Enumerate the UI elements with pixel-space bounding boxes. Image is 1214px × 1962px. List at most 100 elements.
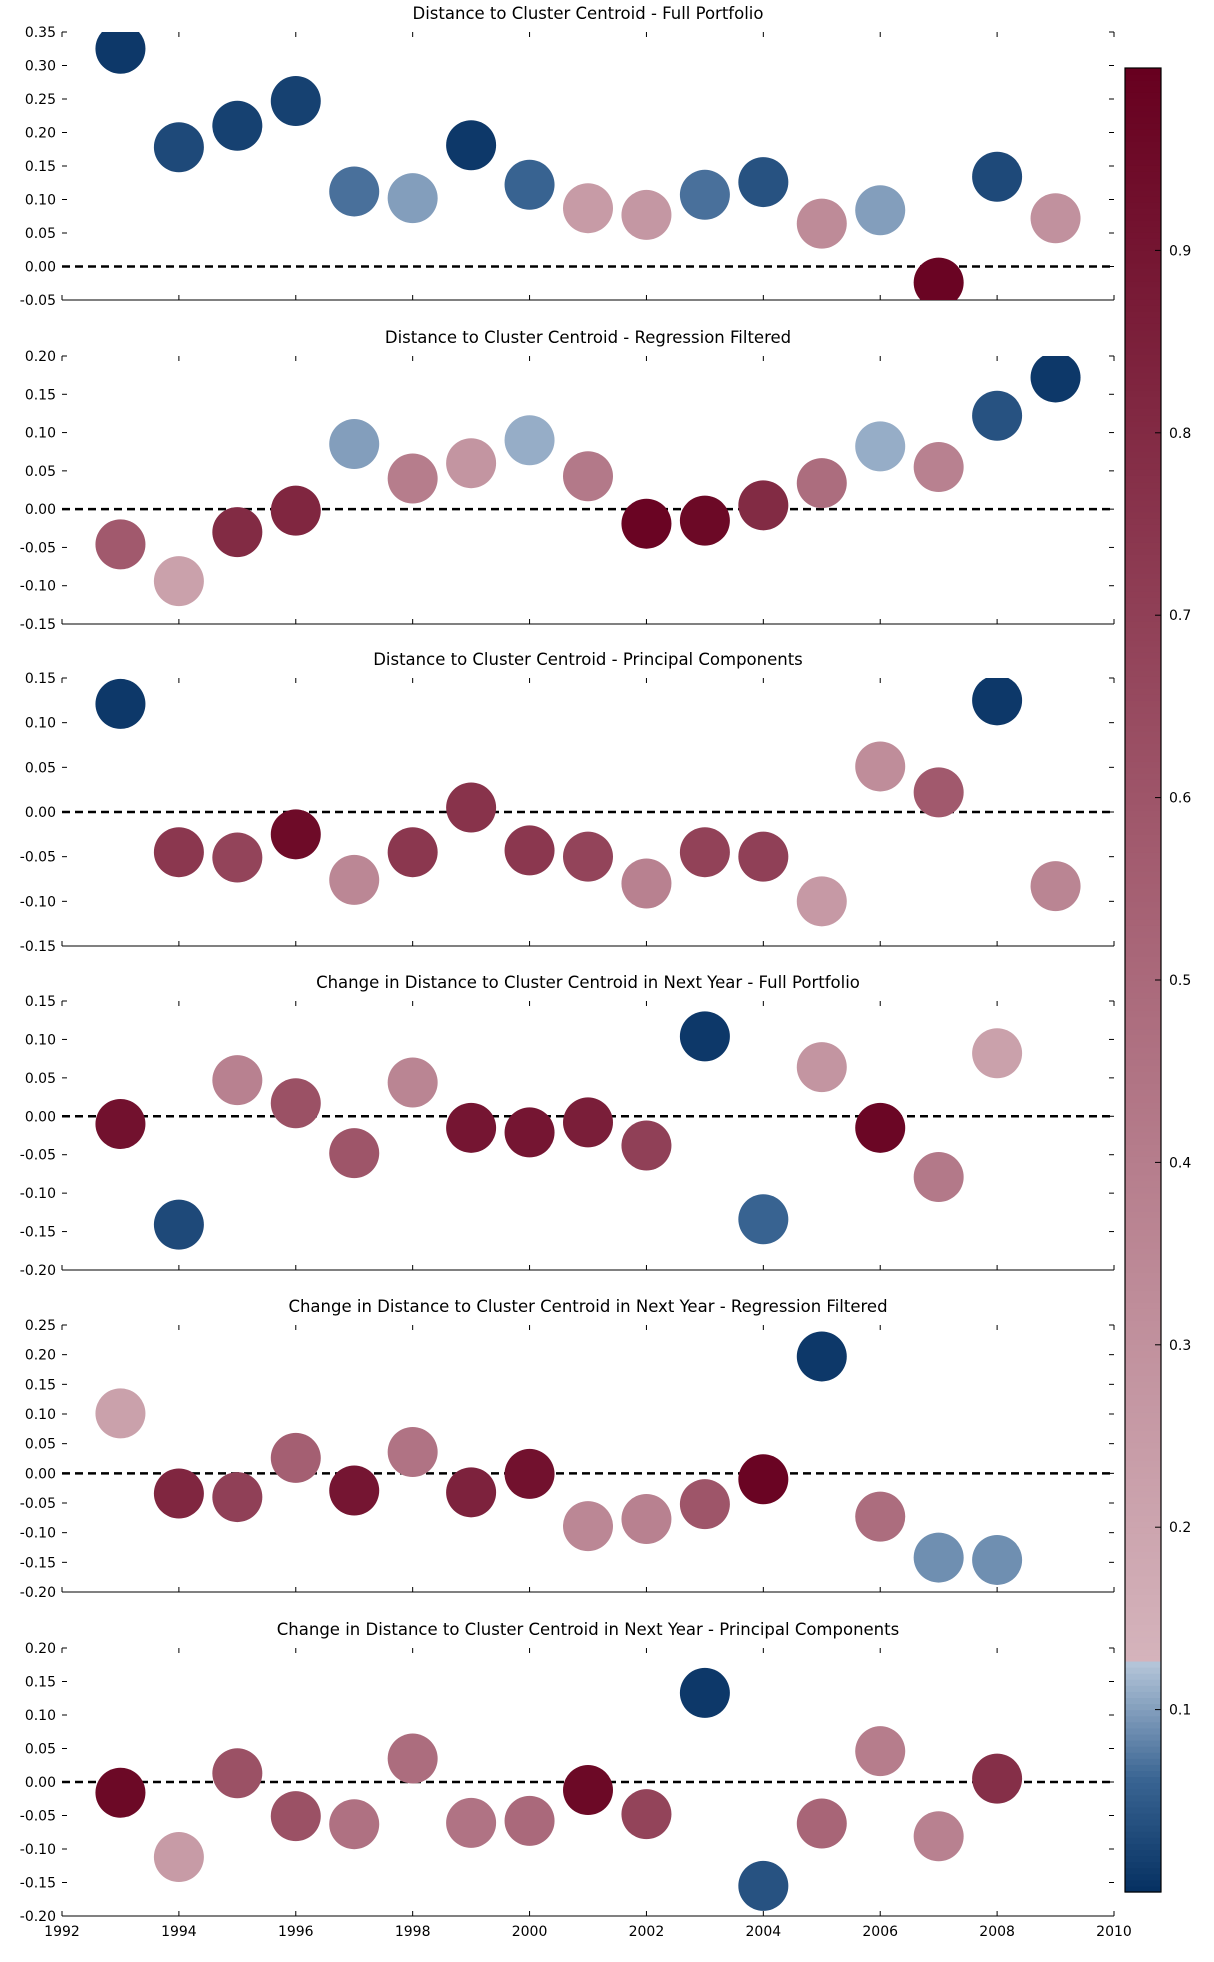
data-point (738, 480, 789, 531)
colorbar-tick-label: 0.4 (1169, 1155, 1191, 1171)
data-point (738, 1194, 789, 1245)
y-tick-label: 0.00 (25, 1109, 56, 1125)
colorbar-segment (1125, 742, 1161, 750)
colorbar-segment (1125, 1575, 1161, 1583)
colorbar: 0.9 0.8 0.7 0.6 0.5 0.4 0.3 0.2 0.1 (1124, 67, 1191, 1893)
colorbar-segment (1125, 1174, 1161, 1182)
data-points (95, 678, 1081, 927)
colorbar-segment (1125, 1746, 1161, 1753)
colorbar-segment (1125, 937, 1161, 945)
colorbar-segment (1125, 803, 1161, 811)
colorbar-segment (1125, 973, 1161, 981)
colorbar-segment (1125, 183, 1161, 191)
y-tick-label: -0.15 (20, 1876, 56, 1892)
colorbar-segment (1125, 1588, 1161, 1595)
colorbar-segment (1125, 1192, 1161, 1200)
data-point (1030, 356, 1081, 403)
colorbar-segment (1125, 1442, 1161, 1449)
data-point (153, 827, 204, 878)
colorbar-tick-label: 0.6 (1169, 791, 1191, 807)
data-point (387, 173, 438, 224)
colorbar-segment (1125, 730, 1161, 738)
data-point (329, 854, 380, 905)
colorbar-segment (1125, 1490, 1161, 1498)
colorbar-segment (1125, 299, 1161, 306)
colorbar-segment (1125, 1022, 1161, 1030)
colorbar-segment (1125, 1089, 1161, 1097)
colorbar-segment (1125, 554, 1161, 562)
colorbar-segment (1125, 341, 1161, 349)
data-point (153, 1468, 204, 1519)
colorbar-segment (1125, 894, 1161, 902)
y-tick-label: 0.15 (25, 1675, 56, 1691)
colorbar-segment (1125, 639, 1161, 647)
x-tick-label: 1996 (278, 1924, 314, 1940)
data-point (679, 1667, 730, 1718)
colorbar-segment (1125, 390, 1161, 397)
y-tick-label: -0.10 (20, 1842, 56, 1858)
colorbar-segment (1125, 280, 1161, 288)
colorbar-segment (1125, 1326, 1161, 1334)
colorbar-segment (1125, 1825, 1161, 1832)
colorbar-segment (1125, 153, 1161, 160)
colorbar-segment (1125, 773, 1161, 780)
colorbar-segment (1125, 511, 1161, 519)
colorbar-segment (1125, 1679, 1161, 1686)
colorbar-segment (1125, 499, 1161, 507)
data-point (270, 809, 321, 860)
colorbar-segment (1125, 858, 1161, 866)
y-tick-label: 0.05 (25, 464, 56, 480)
colorbar-segment (1125, 1527, 1161, 1534)
data-point (621, 1494, 672, 1545)
data-point (329, 1128, 380, 1179)
data-point (1030, 861, 1081, 912)
colorbar-segment (1125, 408, 1161, 416)
data-point (796, 1042, 847, 1093)
colorbar-segment (1125, 1667, 1161, 1674)
data-point (504, 825, 555, 876)
y-tick-label: 0.20 (25, 1348, 56, 1364)
colorbar-segment (1125, 1460, 1161, 1467)
colorbar-segment (1125, 323, 1161, 331)
colorbar-segment (1125, 1557, 1161, 1565)
x-tick-label: 2002 (629, 1924, 665, 1940)
colorbar-segment (1125, 1101, 1161, 1109)
y-tick-label: 0.05 (25, 1071, 56, 1087)
colorbar-segment (1125, 165, 1161, 172)
colorbar-segment (1125, 992, 1161, 999)
data-point (563, 831, 613, 882)
data-point (738, 1860, 789, 1911)
y-tick-label: 0.05 (25, 1437, 56, 1453)
colorbar-segment (1125, 913, 1161, 920)
colorbar-segment (1125, 305, 1161, 312)
colorbar-segment (1125, 1721, 1161, 1729)
colorbar-segment (1125, 682, 1161, 689)
y-tick-label: 0.15 (25, 387, 56, 403)
colorbar-segment (1125, 1764, 1161, 1771)
colorbar-segment (1125, 396, 1161, 403)
colorbar-segment (1125, 1168, 1161, 1176)
panel-2: Distance to Cluster Centroid - Regressio… (20, 328, 1115, 633)
data-points (95, 1667, 1023, 1911)
colorbar-segment (1125, 821, 1161, 829)
colorbar-segment (1125, 1369, 1161, 1376)
colorbar-tick-label: 0.2 (1169, 1520, 1191, 1536)
panel-title: Change in Distance to Cluster Centroid i… (316, 973, 860, 992)
data-point (679, 1011, 730, 1062)
data-point (563, 1097, 613, 1148)
y-tick-label: -0.05 (20, 850, 56, 866)
colorbar-segment (1125, 1423, 1161, 1431)
y-tick-label: -0.10 (20, 579, 56, 595)
colorbar-segment (1125, 195, 1161, 203)
x-tick-label: 1992 (44, 1924, 80, 1940)
colorbar-segment (1125, 748, 1161, 756)
colorbar-segment (1125, 317, 1161, 324)
data-point (796, 198, 847, 249)
data-point (212, 1748, 263, 1799)
colorbar-segment (1125, 1204, 1161, 1212)
y-tick-label: 0.15 (25, 1377, 56, 1393)
colorbar-segment (1125, 226, 1161, 233)
y-tick-label: 0.15 (25, 159, 56, 175)
colorbar-segment (1125, 207, 1161, 215)
data-point (446, 438, 497, 489)
